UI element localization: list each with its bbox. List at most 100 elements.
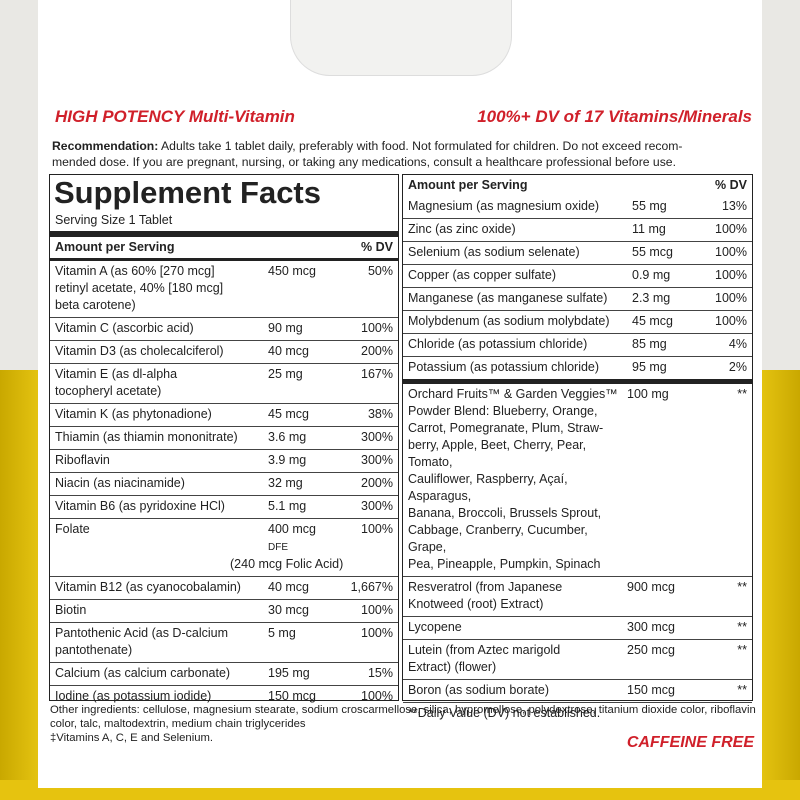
amount: 5 mg	[268, 625, 338, 659]
amount-value: 45 mcg	[268, 407, 309, 421]
nutrient-name: Chloride (as potassium chloride)	[408, 336, 632, 353]
nutrient-name-line: Niacin (as niacinamide)	[55, 476, 185, 490]
nutrient-name: Resveratrol (from Japanese Knotweed (root…	[408, 579, 627, 613]
amount: 32 mg	[268, 475, 338, 492]
nutrient-name: Thiamin (as thiamin mononitrate)	[55, 429, 268, 446]
nutrient-name: Vitamin E (as dl-alpha tocopheryl acetate…	[55, 366, 268, 400]
recommendation-label: Recommendation:	[52, 139, 159, 153]
nutrient-name: Vitamin C (ascorbic acid)	[55, 320, 268, 337]
amount: 40 mcg	[268, 343, 338, 360]
dv-header: % DV	[715, 178, 747, 192]
amount: 3.6 mg	[268, 429, 338, 446]
nutrient-name: Potassium (as potassium chloride)	[408, 359, 632, 376]
nutrient-name-line: Lycopene	[408, 620, 462, 634]
daily-value: 2%	[728, 360, 747, 374]
amount-value: 55 mg	[632, 199, 667, 213]
amount-value: 400 mcg	[268, 522, 316, 536]
fact-row: Resveratrol (from Japanese Knotweed (root…	[403, 576, 752, 616]
daily-value: 100%	[715, 268, 747, 282]
title-right-bold: 100%+ DV	[477, 107, 559, 126]
daily-value: 15%	[367, 666, 393, 680]
fact-row: Manganese (as manganese sulfate) 2.3 mg 10…	[403, 287, 752, 310]
nutrient-name-line: Folate	[55, 522, 90, 536]
nutrient-name-line: Orchard Fruits™ & Garden Veggies™	[408, 387, 618, 401]
recommendation-line: Recommendation: Adults take 1 tablet dai…	[52, 138, 762, 154]
amount-value: 300 mcg	[627, 620, 675, 634]
nutrient-name: Selenium (as sodium selenate)	[408, 244, 632, 261]
nutrient-name: Vitamin B6 (as pyridoxine HCl)	[55, 498, 268, 515]
nutrient-name-line: Cauliflower, Raspberry, Açaí, Asparagus,	[408, 472, 568, 503]
nutrient-name-line: Biotin	[55, 603, 87, 617]
nutrient-name: Vitamin D3 (as cholecalciferol)	[55, 343, 268, 360]
nutrient-name-line: Magnesium (as magnesium oxide)	[408, 199, 600, 213]
nutrient-name: Molybdenum (as sodium molybdate)	[408, 313, 632, 330]
recommendation-text: Adults take 1 tablet daily, preferably w…	[161, 139, 683, 153]
nutrient-name-line: Cabbage, Cranberry, Cucumber, Grape,	[408, 523, 588, 554]
amount-value: 25 mg	[268, 367, 303, 381]
nutrient-name-line: Pea, Pineapple, Pumpkin, Spinach	[408, 557, 601, 571]
daily-value: 100%	[361, 321, 393, 335]
nutrient-name: Vitamin K (as phytonadione)	[55, 406, 268, 423]
amount-value: 5.1 mg	[268, 499, 307, 513]
fact-row: Lutein (from Aztec marigold Extract) (flo…	[403, 639, 752, 679]
amount-value: 195 mg	[268, 666, 310, 680]
other-ingredients: Other ingredients: cellulose, magnesium …	[50, 703, 762, 745]
fact-row: Zinc (as zinc oxide) 11 mg 100%	[403, 218, 752, 241]
daily-value: 200%	[361, 476, 393, 490]
nutrient-name-line: Selenium (as sodium selenate)	[408, 245, 580, 259]
nutrient-name-line: Knotweed (root) Extract)	[408, 597, 544, 611]
nutrient-name: Pantothenic Acid (as D-calcium pantothena…	[55, 625, 268, 659]
amount-value: 30 mcg	[268, 603, 309, 617]
amount: 85 mg	[632, 336, 702, 353]
nutrient-name: Vitamin A (as 60% [270 mcg] retinyl aceta…	[55, 263, 268, 314]
amount-value: 45 mcg	[632, 314, 673, 328]
dv-header: % DV	[361, 240, 393, 254]
amount: 195 mg	[268, 665, 338, 682]
amount: 5.1 mg	[268, 498, 338, 515]
nutrient-name: Riboflavin	[55, 452, 268, 469]
footnote: **Daily Value (DV) not established.	[403, 702, 752, 725]
amount-value: 90 mg	[268, 321, 303, 335]
amount: 55 mcg	[632, 244, 702, 261]
amount: 25 mg	[268, 366, 338, 400]
recommendation-line: mended dose. If you are pregnant, nursin…	[52, 155, 676, 169]
amount: 900 mcg	[627, 579, 712, 613]
serving-size: Serving Size 1 Tablet	[50, 211, 398, 237]
amount: 0.9 mg	[632, 267, 702, 284]
amount-value: 85 mg	[632, 337, 667, 351]
nutrient-name-line: Iodine (as potassium iodide)	[55, 689, 212, 703]
fact-row: Molybdenum (as sodium molybdate) 45 mcg 10…	[403, 310, 752, 333]
amount: 100 mg	[627, 386, 712, 573]
nutrient-name-line: Vitamin K (as phytonadione)	[55, 407, 212, 421]
nutrient-name-line: Pantothenic Acid (as D-calcium	[55, 626, 228, 640]
amount-value: 150 mcg	[627, 683, 675, 697]
nutrient-name: Vitamin B12 (as cyanocobalamin)	[55, 579, 268, 596]
facts-right: Amount per Serving % DV Magnesium (as mag…	[402, 174, 753, 720]
daily-value: **	[737, 683, 747, 697]
nutrient-name-line: Chloride (as potassium chloride)	[408, 337, 588, 351]
amount: 30 mcg	[268, 602, 338, 619]
amount: 3.9 mg	[268, 452, 338, 469]
recommendation: Recommendation: Adults take 1 tablet dai…	[52, 138, 762, 170]
daily-value: 100%	[361, 626, 393, 640]
nutrient-name-line: Extract) (flower)	[408, 660, 497, 674]
nutrient-name-line: Vitamin A (as 60% [270 mcg]	[55, 264, 215, 278]
fact-row: Vitamin B12 (as cyanocobalamin) 40 mcg 1,6…	[50, 576, 398, 599]
nutrient-name-line: Copper (as copper sulfate)	[408, 268, 556, 282]
daily-value: 100%	[361, 689, 393, 703]
fact-row: Selenium (as sodium selenate) 55 mcg 100%	[403, 241, 752, 264]
column-header: Amount per Serving % DV	[50, 237, 398, 261]
amount-value: 3.9 mg	[268, 453, 307, 467]
fact-row: Copper (as copper sulfate) 0.9 mg 100%	[403, 264, 752, 287]
daily-value: 300%	[361, 499, 393, 513]
daily-value: 50%	[367, 264, 393, 278]
amount-value: 32 mg	[268, 476, 303, 490]
daily-value: 100%	[715, 314, 747, 328]
fact-row: Calcium (as calcium carbonate) 195 mg 15%	[50, 662, 398, 685]
nutrient-name-line: Vitamin E (as dl-alpha	[55, 367, 178, 381]
nutrient-name-line: tocopheryl acetate)	[55, 384, 162, 398]
amount-value: 2.3 mg	[632, 291, 671, 305]
fact-row: Potassium (as potassium chloride) 95 mg 2%	[403, 356, 752, 379]
fact-row: Vitamin B6 (as pyridoxine HCl) 5.1 mg 300%	[50, 495, 398, 518]
nutrient-name-line: Vitamin C (ascorbic acid)	[55, 321, 194, 335]
